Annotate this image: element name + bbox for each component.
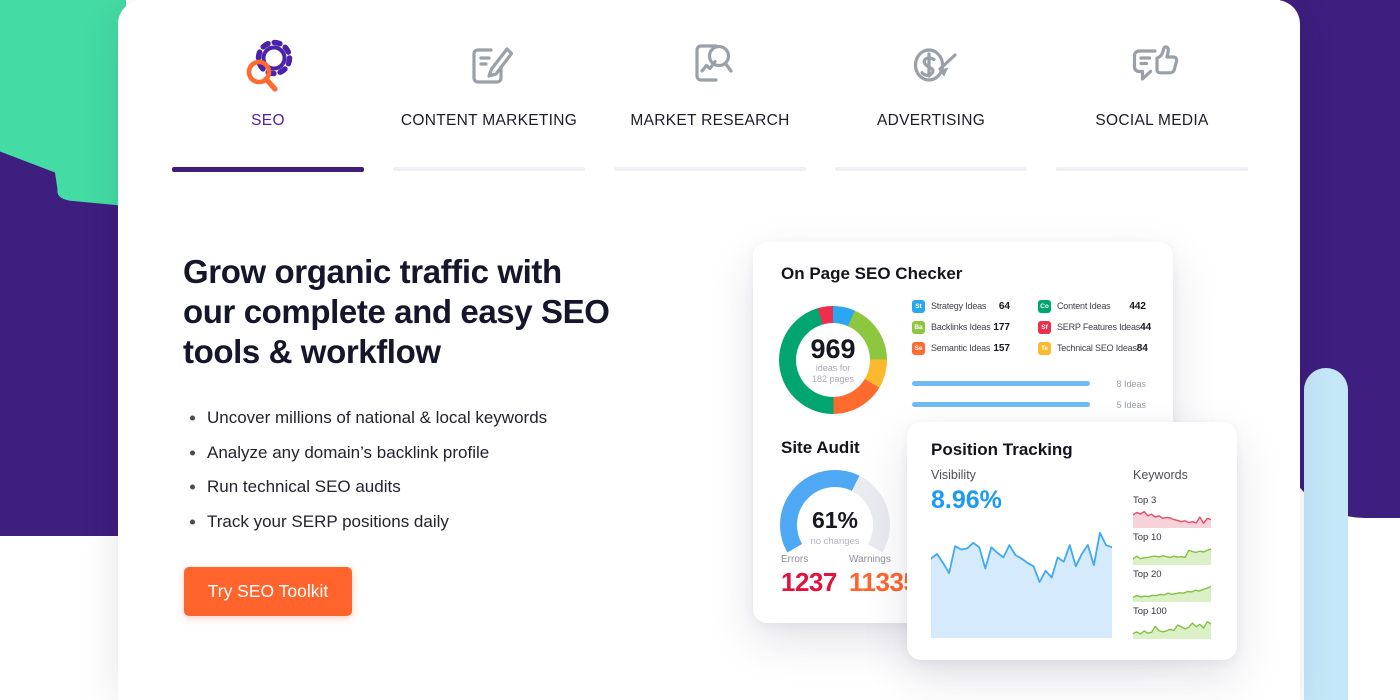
idea-progress-label: 8 Ideas (1116, 379, 1146, 389)
try-seo-toolkit-button[interactable]: Try SEO Toolkit (184, 567, 352, 616)
tab-market-research[interactable]: MARKET RESEARCH (600, 34, 820, 178)
warnings-label: Warnings (849, 554, 891, 565)
donut-center: 969 ideas for 182 pages (796, 323, 870, 397)
tab-label: SEO (251, 112, 285, 129)
legend-label: Strategy Ideas (931, 301, 987, 311)
gauge-center: 61% no changes (797, 487, 873, 563)
sparkline-top3 (1133, 507, 1211, 528)
visibility-value: 8.96% (931, 486, 1002, 514)
tab-label: MARKET RESEARCH (630, 112, 790, 129)
bullet-item: Track your SERP positions daily (186, 505, 547, 540)
visibility-chart (931, 526, 1112, 638)
donut-caption: 182 pages (811, 374, 855, 384)
keywords-label: Keywords (1133, 468, 1188, 482)
position-tracking-card: Position Tracking Visibility 8.96% Keywo… (907, 422, 1237, 660)
sparkline-top20 (1133, 581, 1211, 602)
tab-underline (393, 167, 585, 171)
tab-seo[interactable]: SEO (158, 34, 378, 178)
card-title: On Page SEO Checker (781, 264, 963, 283)
light-blue-pill-decoration (1304, 368, 1348, 700)
tab-label: CONTENT MARKETING (400, 112, 578, 129)
card-title: Site Audit (781, 438, 860, 457)
card-title: Position Tracking (931, 440, 1073, 459)
donut-total: 969 (810, 334, 856, 364)
feature-bullet-list: Uncover millions of national & local key… (186, 401, 547, 539)
social-media-icon (1132, 45, 1179, 81)
legend-row: Se Semantic Ideas 157 (912, 341, 1010, 355)
gauge-note: no changes (810, 536, 860, 547)
idea-progress-row: 8 Ideas (912, 379, 1146, 389)
green-blob-decoration (0, 0, 126, 206)
legend-label: SERP Features Ideas (1057, 322, 1141, 332)
legend-badge: Ba (912, 320, 925, 334)
tab-underline (835, 167, 1027, 171)
tab-underline (614, 167, 806, 171)
market-research-icon (695, 44, 733, 82)
tab-active-indicator (172, 167, 364, 172)
legend-row: Co Content Ideas 442 (1038, 299, 1146, 313)
legend-value: 84 (1136, 342, 1148, 354)
legend-value: 177 (993, 321, 1010, 333)
site-health-gauge: 61% no changes (780, 470, 890, 580)
idea-progress-label: 5 Ideas (1116, 400, 1146, 410)
seo-icon (246, 39, 293, 92)
sparkline-label-top3: Top 3 (1133, 495, 1157, 506)
bullet-item: Uncover millions of national & local key… (186, 401, 547, 436)
sparkline-label-top20: Top 20 (1133, 569, 1162, 580)
legend-label: Semantic Ideas (931, 343, 991, 353)
errors-label: Errors (781, 554, 809, 565)
page-title: Grow organic traffic with our complete a… (183, 253, 610, 370)
legend-row: Te Technical SEO Ideas 84 (1038, 341, 1148, 355)
errors-value: 1237 (781, 567, 837, 597)
tab-content-marketing[interactable]: CONTENT MARKETING (379, 34, 599, 178)
legend-badge: St (912, 299, 925, 313)
legend-label: Content Ideas (1057, 301, 1111, 311)
tab-advertising[interactable]: ADVERTISING (821, 34, 1041, 178)
legend-row: St Strategy Ideas 64 (912, 299, 1010, 313)
sparkline-label-top10: Top 10 (1133, 532, 1162, 543)
legend-value: 44 (1140, 321, 1152, 333)
tab-label: ADVERTISING (876, 112, 986, 129)
legend-badge: Sf (1038, 320, 1051, 334)
legend-value: 64 (998, 300, 1010, 312)
advertising-icon (913, 48, 957, 82)
content-marketing-icon (472, 47, 514, 84)
tab-social-media[interactable]: SOCIAL MEDIA (1042, 34, 1262, 178)
idea-progress-row: 5 Ideas (912, 400, 1146, 410)
idea-progress-bar (912, 381, 1090, 386)
legend-badge: Te (1038, 341, 1051, 355)
visibility-label: Visibility (931, 468, 976, 482)
legend-label: Backlinks Ideas (931, 322, 991, 332)
sparkline-label-top100: Top 100 (1133, 606, 1167, 617)
bullet-item: Run technical SEO audits (186, 470, 547, 505)
bullet-item: Analyze any domain’s backlink profile (186, 436, 547, 471)
legend-badge: Se (912, 341, 925, 355)
onpage-donut: 969 ideas for 182 pages (779, 306, 887, 414)
sparkline-top10 (1133, 544, 1211, 565)
idea-progress-bar (912, 402, 1090, 407)
legend-row: Ba Backlinks Ideas 177 (912, 320, 1010, 334)
legend-value: 157 (993, 342, 1010, 354)
gauge-value: 61% (811, 507, 859, 533)
tab-underline (1056, 167, 1248, 171)
legend-badge: Co (1038, 299, 1051, 313)
legend-label: Technical SEO Ideas (1057, 343, 1137, 353)
legend-row: Sf SERP Features Ideas 44 (1038, 320, 1151, 334)
warnings-value: 11335 (849, 567, 918, 597)
tab-label: SOCIAL MEDIA (1095, 112, 1209, 129)
legend-value: 442 (1129, 300, 1146, 312)
sparkline-top100 (1133, 618, 1211, 639)
donut-caption: ideas for (815, 363, 851, 373)
